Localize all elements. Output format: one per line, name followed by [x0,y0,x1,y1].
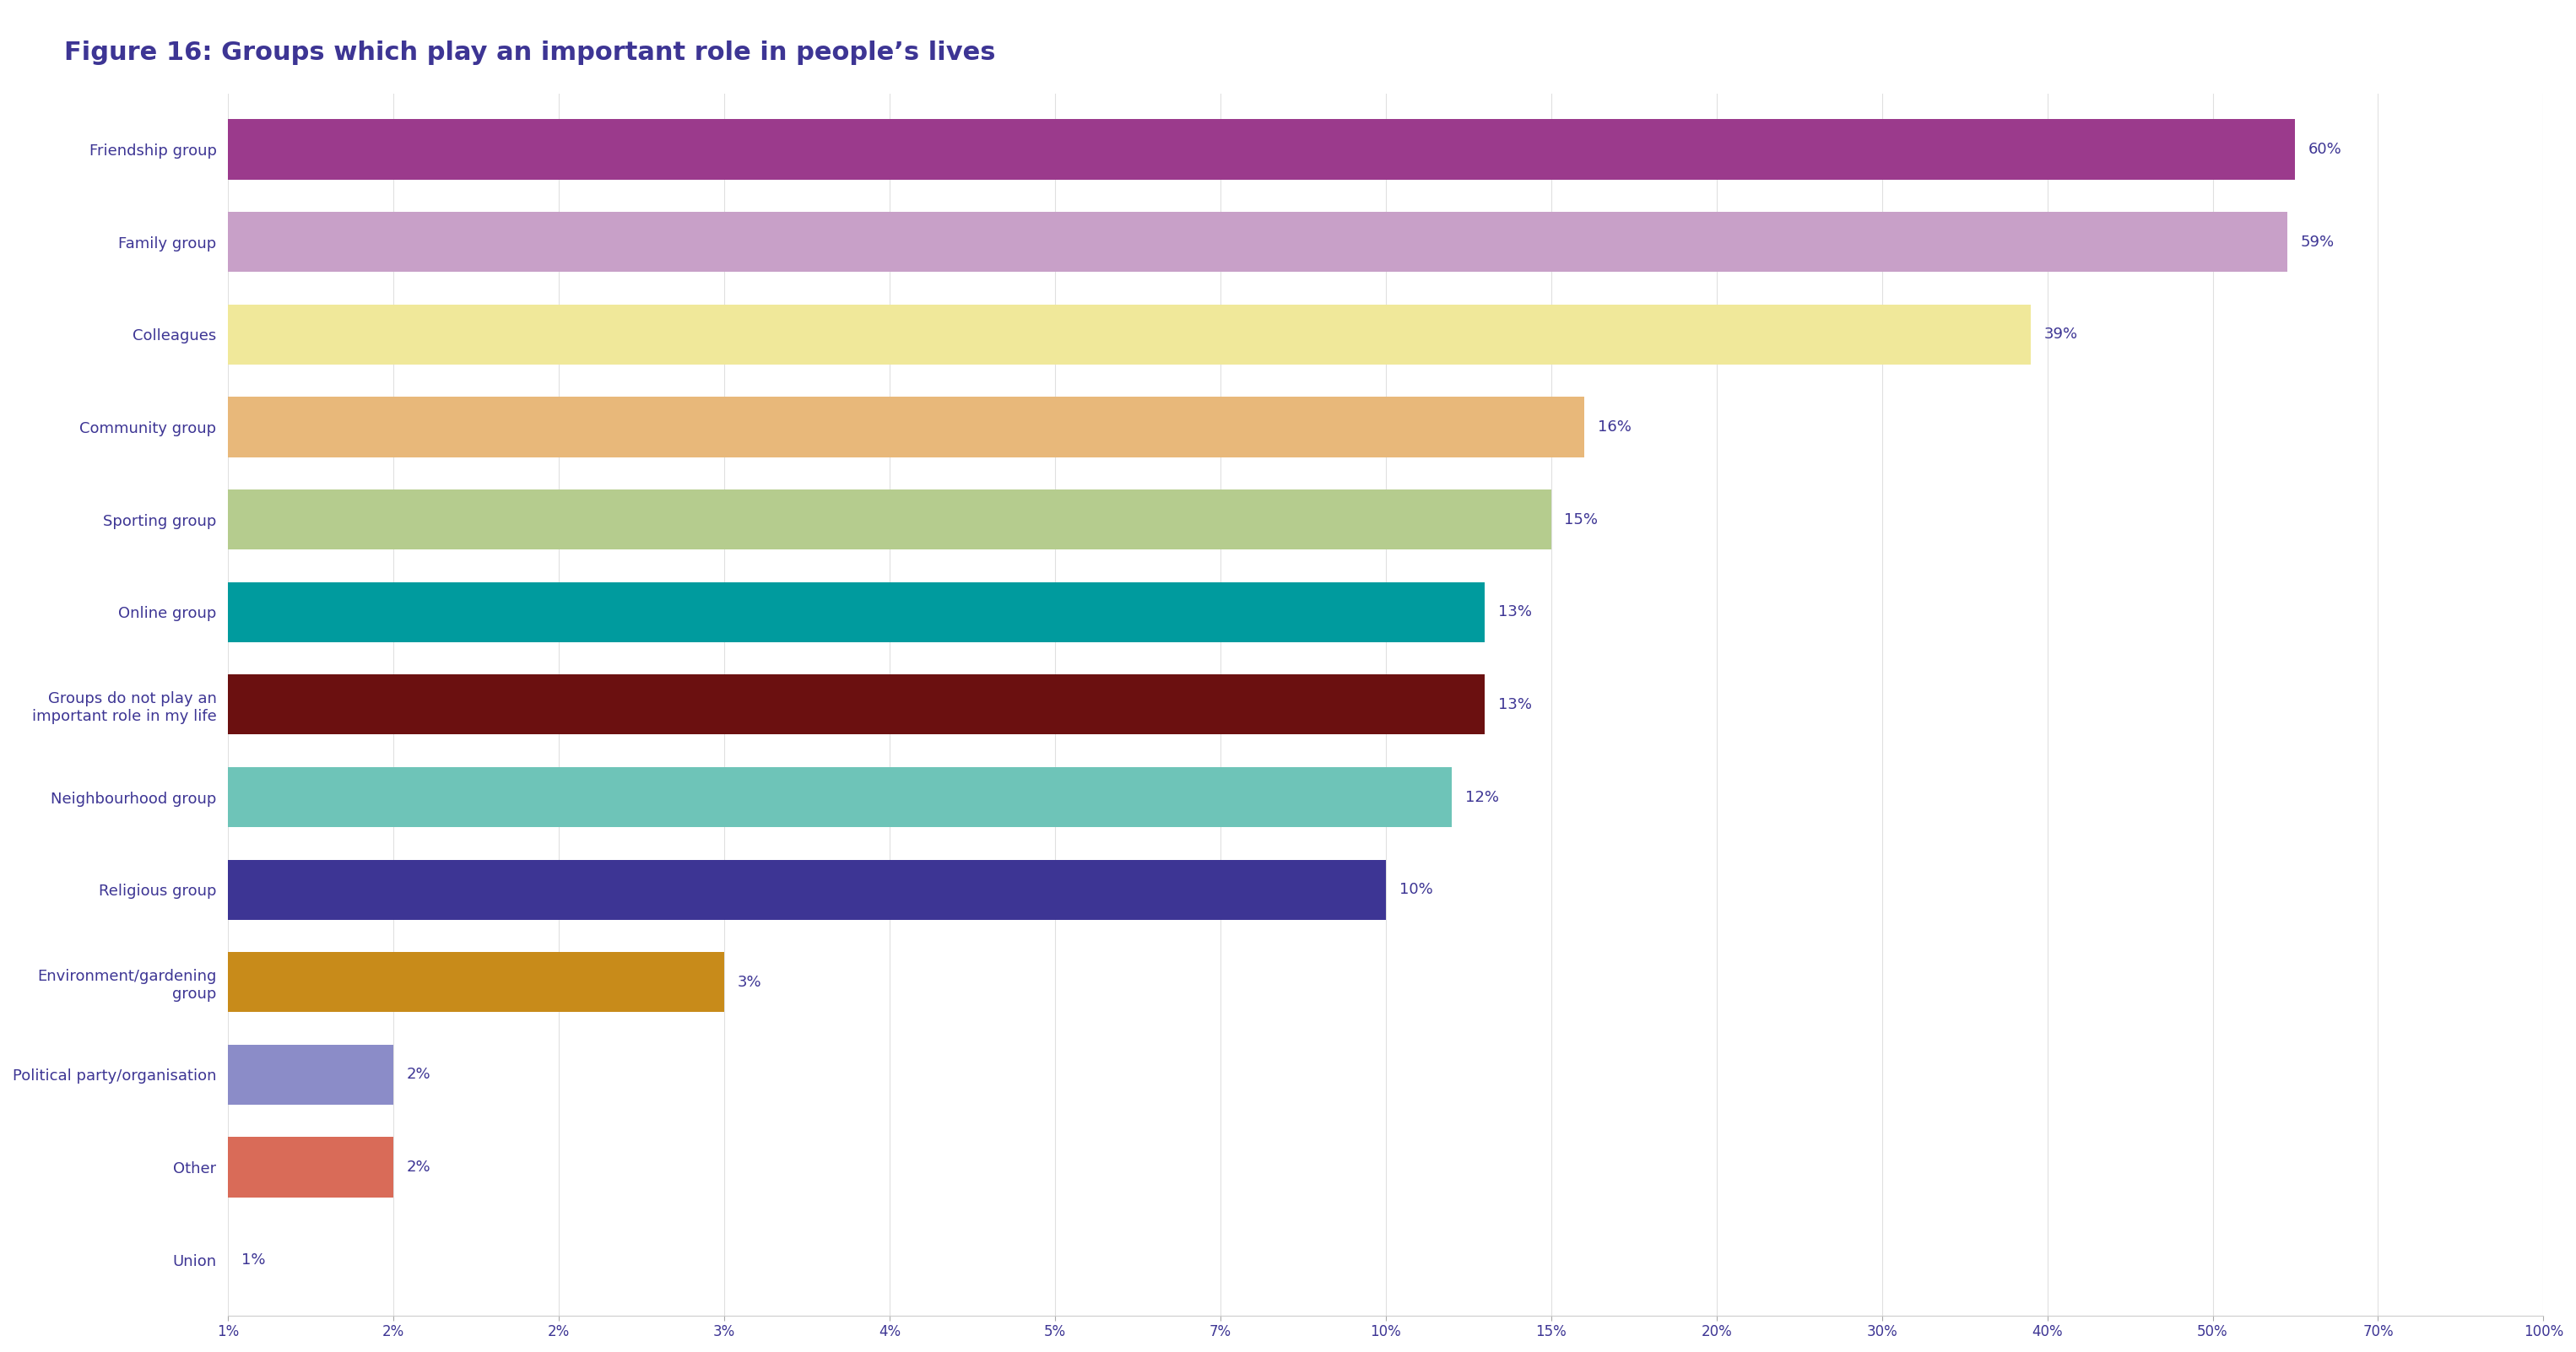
Text: 3%: 3% [737,975,762,990]
Text: 2%: 2% [407,1067,430,1083]
Bar [229,119,2295,180]
Bar [229,397,1584,457]
Text: 12%: 12% [1466,790,1499,804]
Bar [229,952,724,1013]
Bar [229,489,1551,549]
Text: 59%: 59% [2300,234,2334,250]
Text: 1%: 1% [242,1252,265,1267]
Bar [229,1137,394,1198]
Text: 15%: 15% [1564,512,1597,527]
Bar [229,767,1453,827]
Bar [229,581,1484,642]
Text: 16%: 16% [1597,419,1631,434]
Text: 2%: 2% [407,1160,430,1175]
Text: Figure 16: Groups which play an important role in people’s lives: Figure 16: Groups which play an importan… [64,41,997,65]
Bar [229,304,2030,365]
Bar [229,212,2287,272]
Bar [229,675,1484,734]
Bar [229,860,1386,919]
Text: 13%: 13% [1499,604,1533,619]
Text: 60%: 60% [2308,142,2342,157]
Bar [229,1045,394,1105]
Text: 13%: 13% [1499,698,1533,713]
Text: 39%: 39% [2043,327,2079,342]
Text: 10%: 10% [1399,882,1432,898]
